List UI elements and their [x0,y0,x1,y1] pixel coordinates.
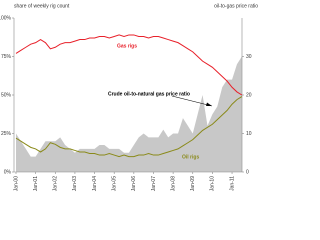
y2-axis-title: oil-to-gas price ratio [214,3,258,9]
gas-label: Gas rigs [117,43,137,49]
x-tick-label: Jan-04 [92,176,98,192]
y2-tick-label: 20 [246,92,252,98]
y-tick-label: 100% [0,15,12,21]
x-tick-label: Jan-03 [72,176,78,192]
x-tick-label: Jan-01 [33,176,39,192]
x-tick-label: Jan-02 [53,176,59,192]
x-tick-label: Jan-11 [229,176,235,191]
series-line [15,34,243,96]
x-tick-label: Jan-00 [13,176,19,192]
x-tick-label: Jan-09 [190,176,196,192]
y2-tick-label: 30 [246,54,252,60]
oil-label: Oil rigs [182,154,199,160]
x-tick-label: Jan-07 [151,176,157,192]
x-tick-label: Jan-08 [170,176,176,192]
x-tick-label: Jan-05 [112,176,118,192]
y2-tick-label: 10 [246,131,252,137]
series-line [15,96,243,158]
x-tick-label: Jan-10 [210,176,216,192]
y-axis-title: share of weekly rig count [14,3,70,9]
x-tick-label: Jan-06 [131,176,137,192]
y-tick-label: 75% [1,54,12,60]
y-tick-label: 0% [4,169,12,175]
annotation-arrow [171,95,213,107]
chart: share of weekly rig count oil-to-gas pri… [0,3,258,192]
ratio-label: Crude oil-to-natural gas price ratio [108,91,190,97]
y-tick-label: 50% [1,92,12,98]
ratio-area [16,56,242,172]
y2-tick-label: 0 [246,169,249,175]
y-tick-label: 25% [1,131,12,137]
arrow-head [206,102,212,106]
